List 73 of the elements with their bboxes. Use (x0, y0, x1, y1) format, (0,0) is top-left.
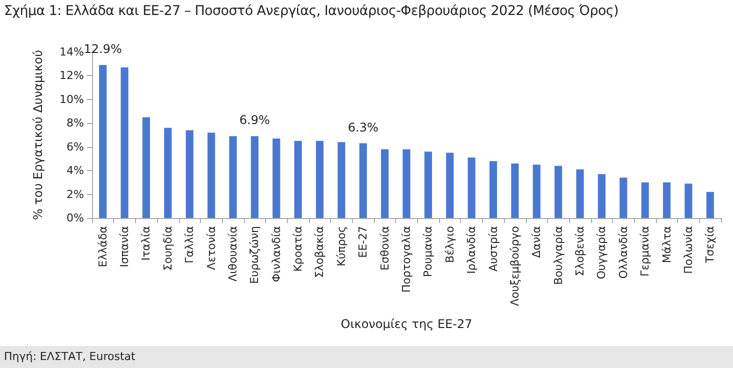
x-tick-label: Δανία (530, 226, 544, 258)
y-tick-label: 2% (66, 188, 84, 201)
bar (684, 184, 692, 218)
x-tick-label: Βουλγαρία (552, 226, 565, 285)
x-tick-label: Πορτογαλία (400, 226, 413, 293)
bar (207, 132, 216, 218)
bar (164, 128, 172, 218)
x-tick-label: Εσθονία (378, 226, 392, 270)
x-tick-label: Γερμανία (638, 226, 652, 276)
x-tick-label: Ιταλία (140, 226, 153, 261)
y-tick-label: 0% (66, 212, 84, 224)
bar (662, 182, 671, 218)
bar (142, 117, 150, 218)
x-tick-label: Σλοβενία (574, 226, 587, 276)
bar (489, 161, 498, 218)
bar (554, 166, 562, 218)
bar (272, 138, 280, 218)
bar (359, 143, 367, 218)
x-tick-label: Μάλτα (660, 226, 674, 264)
bar (99, 65, 107, 218)
x-tick-label: Λουξεμβούργο (508, 226, 522, 306)
x-tick-label: Ελλάδα (96, 226, 110, 268)
x-tick-label: Ευρωζώνη (248, 226, 262, 284)
x-tick-label: Ρουμανία (422, 226, 435, 278)
x-tick-label: Φινλανδία (270, 226, 283, 282)
bar (468, 158, 476, 218)
bar (294, 140, 302, 218)
y-tick-label: 4% (66, 164, 84, 178)
bar (229, 136, 237, 218)
data-label: 6.9% (239, 113, 270, 128)
bar (641, 182, 649, 218)
bar (402, 149, 410, 218)
bar (186, 130, 194, 218)
y-axis-title: % του Εργατικού Δυναμικού (31, 50, 45, 220)
y-tick-label: 6% (66, 140, 84, 154)
text: Πηγή: ΕΛΣΤΑΤ, Eurostat (0, 346, 733, 368)
x-tick-label: Κύπρος (334, 226, 348, 266)
x-tick-label: Αυστρία (486, 226, 500, 272)
bar (381, 149, 389, 218)
x-tick-label: ΕΕ-27 (356, 226, 370, 258)
chart-title: Σχήμα 1: Ελλάδα και ΕΕ-27 – Ποσοστό Ανεργίας, Ιανουάριος-Φεβρουάριος 2022 (Μέσος Όρος) (4, 3, 619, 19)
x-tick-label: Πολωνία (682, 226, 695, 274)
x-tick-label: Κροατία (292, 226, 305, 272)
data-label: 6.3% (348, 120, 378, 134)
bar (120, 67, 128, 218)
x-axis-title: Οικονομίες της ΕΕ-27 (340, 317, 472, 331)
bar (250, 136, 258, 218)
bar (511, 163, 519, 218)
x-tick-label: Ισπανία (118, 226, 132, 268)
bar (316, 140, 324, 218)
data-label: 12.9% (84, 42, 122, 56)
x-tick-label: Ολλανδία (616, 226, 630, 279)
x-tick-label: Γαλλία (183, 226, 196, 264)
bar (620, 178, 628, 218)
bar (598, 174, 606, 218)
x-tick-label: Λετονία (204, 226, 218, 270)
bar (532, 164, 540, 218)
bar (338, 142, 346, 218)
x-tick-label: Λιθουανία (226, 226, 240, 282)
bar (424, 152, 432, 218)
x-tick-label: Σουηδία (161, 226, 174, 271)
x-tick-label: Σλοβακία (313, 226, 326, 278)
bar (446, 152, 454, 218)
x-tick-label: Βέλγιο (443, 226, 456, 263)
bar (706, 192, 714, 218)
x-tick-label: Ουγγαρία (595, 226, 608, 280)
x-tick-label: Ιρλανδία (465, 226, 478, 274)
x-tick-label: Τσεχία (704, 226, 717, 264)
bar (576, 169, 584, 218)
y-tick-label: 14% (60, 46, 84, 58)
y-tick-label: 10% (60, 92, 84, 106)
y-tick-label: 8% (66, 116, 84, 130)
y-tick-label: 12% (60, 69, 84, 82)
